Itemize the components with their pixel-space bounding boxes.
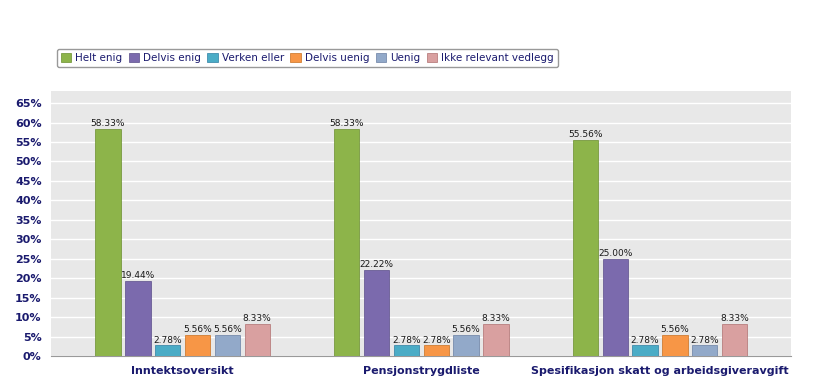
Text: 2.78%: 2.78% bbox=[422, 335, 450, 345]
Bar bbox=[692, 345, 718, 356]
Bar bbox=[364, 270, 389, 356]
Text: 5.56%: 5.56% bbox=[213, 325, 242, 334]
Text: 2.78%: 2.78% bbox=[630, 335, 659, 345]
Text: 25.00%: 25.00% bbox=[598, 249, 632, 258]
Bar bbox=[573, 140, 598, 356]
Text: 2.78%: 2.78% bbox=[154, 335, 182, 345]
Text: 8.33%: 8.33% bbox=[482, 314, 510, 323]
Bar bbox=[394, 345, 419, 356]
Text: 8.33%: 8.33% bbox=[242, 314, 271, 323]
Text: 8.33%: 8.33% bbox=[720, 314, 749, 323]
Bar bbox=[185, 335, 210, 356]
Text: 55.56%: 55.56% bbox=[568, 130, 603, 139]
Text: 2.78%: 2.78% bbox=[690, 335, 719, 345]
Text: 19.44%: 19.44% bbox=[121, 271, 155, 280]
Text: 22.22%: 22.22% bbox=[359, 260, 394, 269]
Text: 58.33%: 58.33% bbox=[330, 119, 364, 128]
Legend: Helt enig, Delvis enig, Verken eller, Delvis uenig, Uenig, Ikke relevant vedlegg: Helt enig, Delvis enig, Verken eller, De… bbox=[57, 49, 558, 67]
Bar bbox=[215, 335, 240, 356]
Bar bbox=[483, 324, 509, 356]
Text: 5.56%: 5.56% bbox=[183, 325, 212, 334]
Bar bbox=[125, 280, 150, 356]
Bar bbox=[603, 259, 628, 356]
Bar bbox=[632, 345, 658, 356]
Bar bbox=[334, 129, 359, 356]
Text: 5.56%: 5.56% bbox=[451, 325, 480, 334]
Bar bbox=[155, 345, 180, 356]
Bar bbox=[244, 324, 270, 356]
Bar bbox=[423, 345, 449, 356]
Text: 5.56%: 5.56% bbox=[661, 325, 689, 334]
Bar bbox=[95, 129, 121, 356]
Bar bbox=[454, 335, 478, 356]
Bar bbox=[722, 324, 747, 356]
Text: 58.33%: 58.33% bbox=[90, 119, 125, 128]
Text: 2.78%: 2.78% bbox=[392, 335, 421, 345]
Bar bbox=[663, 335, 687, 356]
